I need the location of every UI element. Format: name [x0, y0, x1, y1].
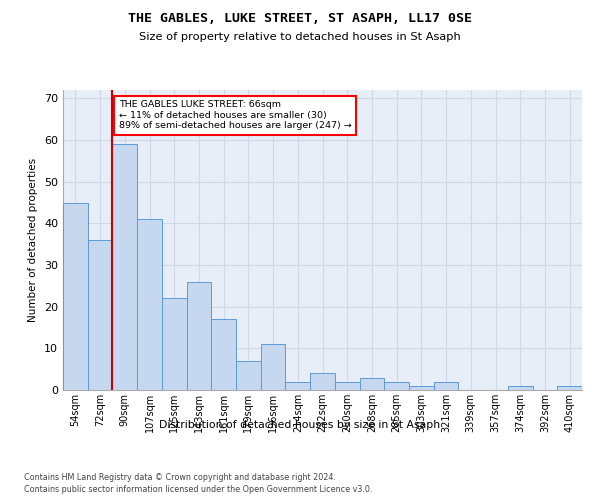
Bar [211, 319, 236, 390]
Bar [88, 240, 112, 390]
Bar [335, 382, 359, 390]
Text: THE GABLES LUKE STREET: 66sqm
← 11% of detached houses are smaller (30)
89% of s: THE GABLES LUKE STREET: 66sqm ← 11% of d… [119, 100, 352, 130]
Y-axis label: Number of detached properties: Number of detached properties [28, 158, 38, 322]
Bar [137, 219, 162, 390]
Bar [286, 382, 310, 390]
Bar [162, 298, 187, 390]
Text: Size of property relative to detached houses in St Asaph: Size of property relative to detached ho… [139, 32, 461, 42]
Bar [236, 361, 261, 390]
Bar [310, 374, 335, 390]
Text: THE GABLES, LUKE STREET, ST ASAPH, LL17 0SE: THE GABLES, LUKE STREET, ST ASAPH, LL17 … [128, 12, 472, 26]
Bar [409, 386, 434, 390]
Text: Distribution of detached houses by size in St Asaph: Distribution of detached houses by size … [160, 420, 440, 430]
Bar [112, 144, 137, 390]
Bar [63, 202, 88, 390]
Bar [261, 344, 286, 390]
Bar [187, 282, 211, 390]
Bar [384, 382, 409, 390]
Bar [508, 386, 533, 390]
Bar [359, 378, 384, 390]
Text: Contains HM Land Registry data © Crown copyright and database right 2024.: Contains HM Land Registry data © Crown c… [24, 472, 336, 482]
Bar [557, 386, 582, 390]
Bar [434, 382, 458, 390]
Text: Contains public sector information licensed under the Open Government Licence v3: Contains public sector information licen… [24, 485, 373, 494]
